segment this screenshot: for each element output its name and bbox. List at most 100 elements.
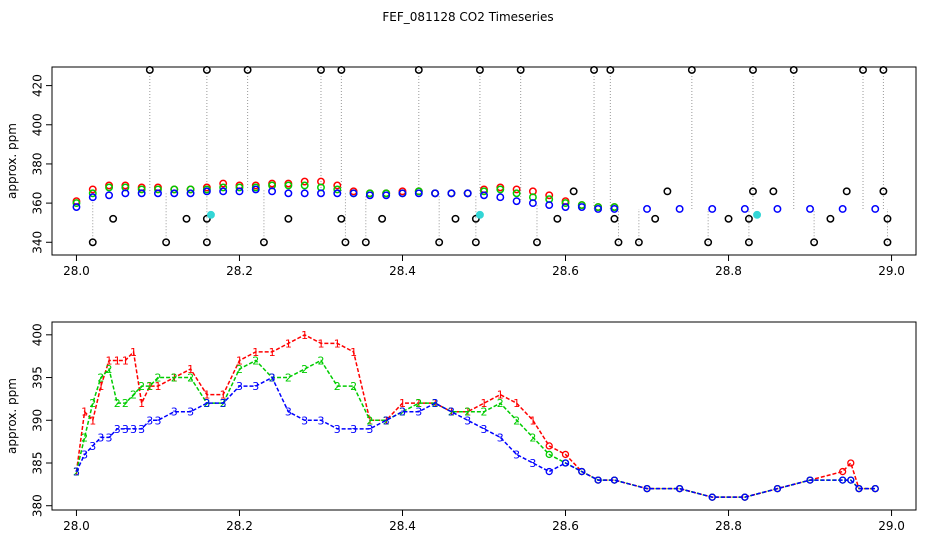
series-3-label-30: 3 [481,423,488,436]
point-flagged-1 [475,210,484,219]
series-3-label-7: 3 [130,423,137,436]
point-inlet-2-13 [284,181,293,190]
point-reference-high-13 [859,65,867,74]
series-2-label-19: 2 [301,363,308,376]
point-reference-low-12 [744,238,753,247]
series-1-label-20: 1 [317,337,324,350]
bottom-y-axis-label: approx. ppm [5,378,19,454]
point-reference-low-3 [259,238,268,247]
series-1-label-3: 1 [97,380,104,393]
series-3-label-1: 3 [81,448,88,461]
series-2-label-16: 2 [252,354,259,367]
point-inlet-3-25 [480,191,488,200]
bottom-plot-frame [51,321,917,511]
series-2-label-30: 2 [481,406,488,419]
series-2-label-7: 2 [130,389,137,402]
x-tick-label-1-0: 28.0 [63,519,90,533]
series-1-label-24: 1 [383,414,390,427]
series-3-label-28: 3 [448,406,455,419]
series-3-label-4: 3 [106,431,113,444]
point-inlet-2-14 [300,181,309,190]
series-3-point-35 [561,459,570,467]
point-reference-high-7 [516,65,525,74]
point-inlet-1-14 [300,177,309,186]
bottom-plot-marks: 28.0 28.2 28.4 28.6 28.8 29.0 380 385 390 395 400 1… [31,323,905,533]
point-inlet-3-17 [349,189,358,198]
series-2-label-32: 2 [513,414,520,427]
series-3-point-37 [594,476,602,484]
series-2-label-22: 2 [350,380,357,393]
series-2-label-0: 2 [73,466,80,479]
series-1-label-14: 1 [220,389,227,402]
point-inlet-3-41 [871,205,880,213]
point-inlet-3-3 [121,189,130,198]
x-tick-label-1-5: 29.0 [878,519,905,533]
series-2-label-26: 2 [415,397,422,410]
point-inlet-2-0 [72,199,81,208]
point-reference-mid-17 [826,214,835,223]
point-inlet-3-29 [545,201,554,210]
series-1-label-7: 1 [130,346,137,359]
series-3-label-15: 3 [236,380,243,393]
point-inlet-3-22 [431,189,440,198]
point-reference-high-2 [243,65,252,74]
series-line-2 [75,359,876,498]
series-2-label-12: 2 [187,372,194,385]
y-tick-label-1-0: 380 [31,494,45,517]
point-inlet-3-40 [838,205,847,213]
point-reference-low-13 [810,238,819,247]
series-1-label-13: 1 [203,389,210,402]
series-3-point-41 [708,493,716,501]
point-reference-mid-16 [769,187,778,196]
top-y-axis-label: approx. ppm [5,123,19,199]
series-3-label-20: 3 [317,414,324,427]
series-2-label-24: 2 [383,414,390,427]
point-reference-mid-10 [610,214,619,223]
point-inlet-3-0 [72,203,81,211]
point-inlet-3-27 [512,197,521,206]
point-reference-mid-9 [569,187,578,196]
point-reference-high-8 [590,65,598,74]
point-reference-low-6 [435,238,444,247]
point-inlet-2-25 [480,187,488,196]
point-reference-mid-2 [202,214,211,223]
point-inlet-3-7 [186,189,195,198]
series-3-label-11: 3 [171,406,178,419]
point-reference-low-11 [704,238,713,247]
series-3-label-12: 3 [187,406,194,419]
series-1-label-28: 1 [448,406,455,419]
point-inlet-3-12 [268,187,277,196]
y-tick-label-1-2: 390 [31,409,45,432]
point-inlet-3-2 [105,191,114,200]
point-inlet-3-39 [806,205,814,213]
point-inlet-3-15 [317,189,325,198]
series-1-label-5: 1 [114,354,121,367]
figure-title: FEF_081128 CO2 Timeseries [382,10,554,24]
series-3-label-27: 3 [432,397,439,410]
series-2-label-31: 2 [497,397,504,410]
point-inlet-3-6 [170,189,179,198]
series-2-label-23: 2 [366,414,373,427]
point-reference-mid-0 [109,214,118,223]
point-inlet-3-19 [382,191,391,200]
point-reference-high-6 [475,65,484,74]
point-reference-low-14 [883,238,892,247]
point-reference-mid-8 [553,214,562,223]
series-3-label-3: 3 [97,431,104,444]
point-inlet-1-27 [512,185,521,194]
series-3-point-46 [847,476,855,484]
point-reference-high-10 [687,65,696,74]
point-reference-high-14 [879,65,888,74]
y-tick-label-1-3: 395 [31,366,45,389]
point-reference-low-9 [614,238,623,247]
y-tick-label-0-3: 400 [31,113,45,136]
series-1-label-9: 1 [146,380,153,393]
point-inlet-3-35 [675,205,684,213]
series-3-label-31: 3 [497,431,504,444]
series-3-label-6: 3 [122,423,129,436]
point-inlet-3-28 [528,199,537,208]
point-inlet-3-9 [219,187,228,196]
point-reference-low-0 [88,238,97,247]
point-inlet-1-16 [333,181,342,190]
point-reference-low-2 [202,238,211,247]
